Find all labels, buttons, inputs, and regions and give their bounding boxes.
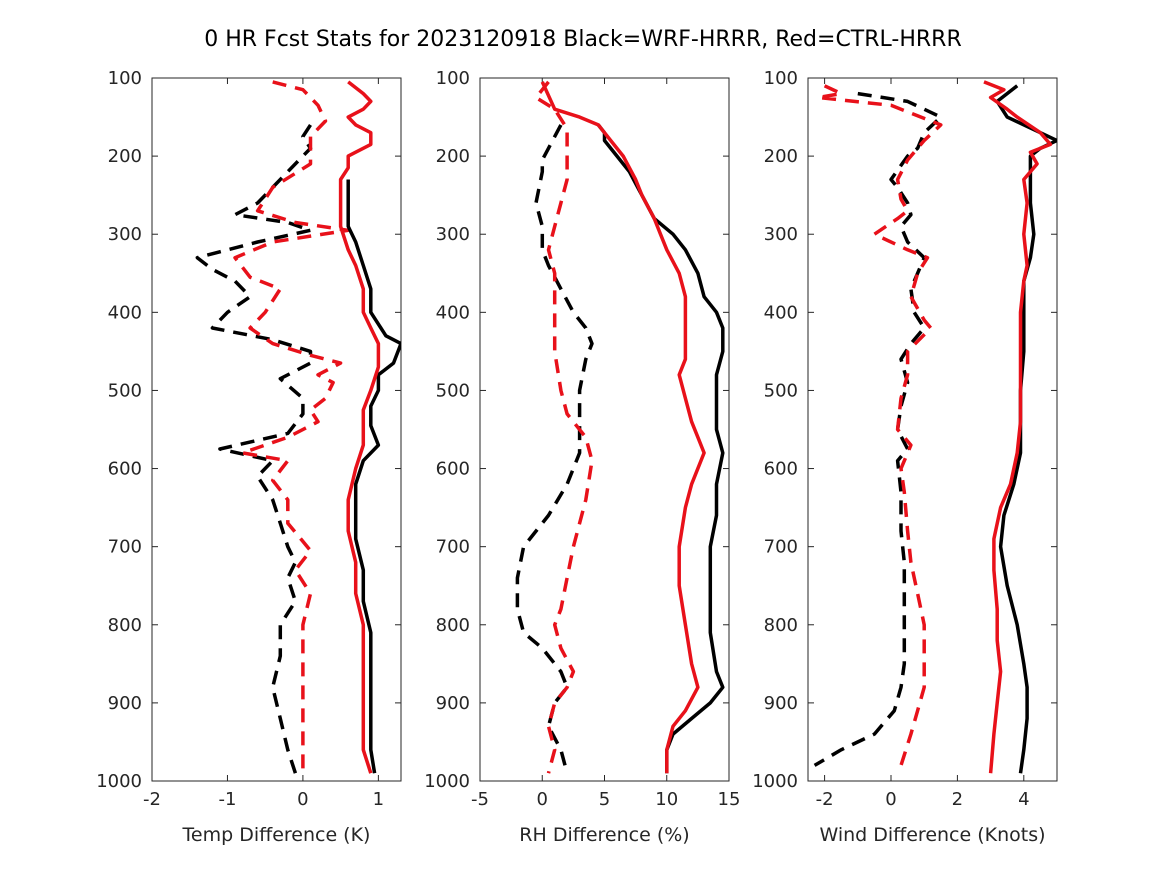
y-tick-label: 700 — [436, 537, 470, 558]
x-tick-label: 4 — [1018, 789, 1029, 810]
y-tick-label: 800 — [764, 615, 798, 636]
y-tick-label: 300 — [108, 224, 142, 245]
y-tick-label: 100 — [108, 68, 142, 89]
y-tick-label: 200 — [436, 146, 470, 167]
x-axis-label: Temp Difference (K) — [182, 824, 371, 846]
x-tick-label: 15 — [718, 789, 741, 810]
y-tick-label: 300 — [436, 224, 470, 245]
y-tick-label: 900 — [108, 693, 142, 714]
x-tick-label: 5 — [599, 789, 610, 810]
chart-panel-2: 100 200 300 400 500 600 700 800 900 1000-5 0 5 10 15 R… — [424, 68, 740, 846]
x-tick-label: -2 — [143, 789, 161, 810]
y-tick-label: 600 — [436, 459, 470, 480]
plot-frame — [479, 77, 730, 782]
figure-title: 0 HR Fcst Stats for 2023120918 Black=WRF… — [204, 27, 962, 52]
solid-series-line-red — [983, 80, 1053, 774]
x-axis-label: Wind Difference (Knots) — [819, 824, 1045, 846]
chart-panel-3: 100 200 300 400 500 600 700 800 900 1000 -2 0 2 4 Wind… — [752, 68, 1058, 846]
x-tick-label: 2 — [952, 789, 963, 810]
dashed-series-line-red — [534, 80, 594, 774]
y-tick-label: 700 — [764, 537, 798, 558]
solid-series-line-black — [346, 179, 401, 774]
y-tick-label: 200 — [764, 146, 798, 167]
y-tick-label: 800 — [108, 615, 142, 636]
solid-series-line-red — [338, 80, 381, 774]
dashed-series-line-black — [195, 123, 313, 774]
dashed-series-line-red — [233, 80, 350, 774]
plot-frame — [151, 77, 402, 782]
series-group — [813, 80, 1057, 774]
series-group — [515, 80, 725, 774]
x-tick-label: 0 — [297, 789, 308, 810]
y-tick-label: 1000 — [424, 771, 470, 792]
x-tick-label: -2 — [816, 789, 834, 810]
y-tick-label: 300 — [764, 224, 798, 245]
y-tick-label: 1000 — [752, 771, 798, 792]
x-tick-label: 0 — [537, 789, 548, 810]
series-group — [195, 80, 401, 774]
y-tick-label: 800 — [436, 615, 470, 636]
y-tick-label: 600 — [108, 459, 142, 480]
y-tick-label: 200 — [108, 146, 142, 167]
x-tick-label: -5 — [471, 789, 489, 810]
dashed-series-line-black — [515, 124, 594, 774]
y-tick-label: 700 — [108, 537, 142, 558]
dashed-series-line-red — [816, 84, 943, 766]
y-tick-label: 500 — [436, 380, 470, 401]
chart-panel-1: 100 200 300 400 500 600 700 800 900 1000-2 -1 0 1Tem… — [96, 68, 402, 846]
x-tick-label: 1 — [373, 789, 384, 810]
y-tick-label: 900 — [764, 693, 798, 714]
y-tick-label: 100 — [764, 68, 798, 89]
y-tick-label: 500 — [108, 380, 142, 401]
x-tick-label: 0 — [885, 789, 896, 810]
y-tick-label: 400 — [436, 302, 470, 323]
y-tick-label: 100 — [436, 68, 470, 89]
x-tick-label: 10 — [655, 789, 678, 810]
solid-series-line-red — [540, 81, 706, 774]
y-tick-label: 1000 — [96, 771, 142, 792]
y-tick-label: 400 — [764, 302, 798, 323]
x-tick-label: -1 — [218, 789, 236, 810]
dashed-series-line-black — [813, 91, 943, 767]
y-tick-label: 500 — [764, 380, 798, 401]
y-tick-label: 400 — [108, 302, 142, 323]
y-tick-label: 600 — [764, 459, 798, 480]
x-axis-label: RH Difference (%) — [519, 824, 689, 846]
plot-frame — [807, 77, 1058, 782]
solid-series-line-black — [995, 84, 1057, 774]
y-tick-label: 900 — [436, 693, 470, 714]
